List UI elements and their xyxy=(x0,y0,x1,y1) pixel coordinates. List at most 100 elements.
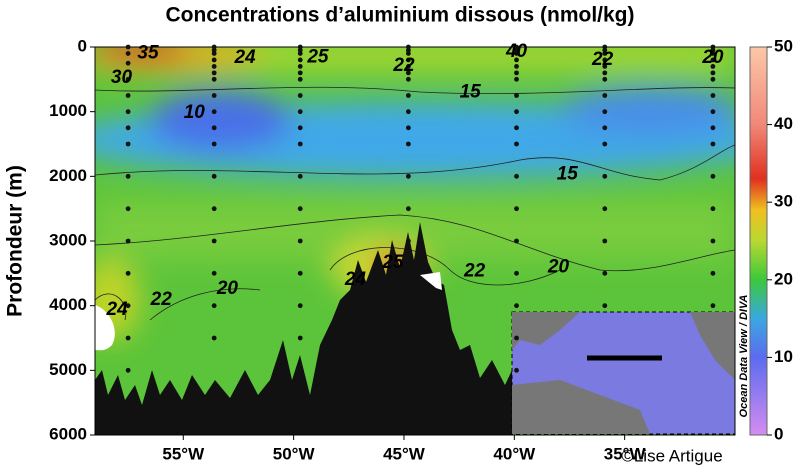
station-sample xyxy=(514,367,519,373)
station-sample xyxy=(602,51,608,56)
contour-label: 35 xyxy=(137,42,159,63)
station-sample xyxy=(514,335,519,341)
station-sample xyxy=(297,173,303,179)
station-sample xyxy=(710,270,716,276)
station-sample xyxy=(211,93,217,98)
station-sample xyxy=(602,238,608,244)
station-sample xyxy=(297,64,303,69)
station-sample xyxy=(211,270,217,276)
station-sample xyxy=(211,335,217,341)
contour-label: 22 xyxy=(150,289,173,310)
station-sample xyxy=(602,57,608,63)
station-sample xyxy=(125,238,131,244)
x-tick-label: 50°W xyxy=(273,444,316,463)
station-sample xyxy=(211,125,217,131)
station-sample xyxy=(405,51,411,56)
contour-label: 20 xyxy=(216,278,239,299)
station-sample xyxy=(125,44,131,50)
station-sample xyxy=(602,206,608,212)
y-tick-label: 6000 xyxy=(49,424,87,443)
station-sample xyxy=(125,93,131,98)
station-sample xyxy=(710,76,716,82)
station-sample xyxy=(514,125,519,131)
colorbar-tick-label: 30 xyxy=(774,192,793,211)
contour-label: 40 xyxy=(505,41,528,62)
station-sample xyxy=(602,76,608,82)
station-sample xyxy=(125,173,131,179)
station-sample xyxy=(297,76,303,82)
station-sample xyxy=(125,367,131,373)
field xyxy=(95,47,735,435)
contour-label: 22 xyxy=(591,49,614,70)
station-sample xyxy=(602,141,608,147)
station-sample xyxy=(514,173,519,179)
y-tick-label: 1000 xyxy=(49,101,87,120)
chart-title: Concentrations d’aluminium dissous (nmol… xyxy=(165,4,634,27)
y-tick-label: 0 xyxy=(78,36,87,55)
station-sample xyxy=(211,109,217,115)
station-sample xyxy=(297,206,303,212)
station-sample xyxy=(211,51,217,56)
station-sample xyxy=(405,238,411,244)
station-sample xyxy=(602,270,608,276)
station-sample xyxy=(125,141,131,147)
contours xyxy=(95,86,735,321)
contour-label: 30 xyxy=(111,67,133,88)
station-sample xyxy=(710,173,716,179)
station-sample xyxy=(211,238,217,244)
station-sample xyxy=(125,51,131,56)
station-sample xyxy=(514,303,519,309)
station-sample xyxy=(602,64,608,69)
station-sample xyxy=(514,57,519,63)
x-tick-label: 35°W xyxy=(604,444,647,463)
station-sample xyxy=(710,109,716,115)
station-sample xyxy=(297,335,303,341)
contour-label: 20 xyxy=(701,47,724,68)
station-sample xyxy=(211,141,217,147)
station-sample xyxy=(602,109,608,115)
y-axis-label: Profondeur (m) xyxy=(4,165,27,317)
station-sample xyxy=(514,270,519,276)
x-tick-label: 45°W xyxy=(383,444,426,463)
contour-label: 22 xyxy=(392,55,415,76)
station-sample xyxy=(125,270,131,276)
station-sample xyxy=(211,70,217,76)
station-sample xyxy=(297,70,303,76)
station-sample xyxy=(405,141,411,147)
colorbar-tick-label: 20 xyxy=(774,269,793,288)
station-sample xyxy=(297,51,303,56)
station-sample xyxy=(602,173,608,179)
y-tick-label: 3000 xyxy=(49,230,87,249)
station-sample xyxy=(710,238,716,244)
station-sample xyxy=(125,109,131,115)
station-sample xyxy=(211,76,217,82)
station-sample xyxy=(125,60,131,66)
station-sample xyxy=(297,141,303,147)
station-sample xyxy=(405,173,411,179)
colorbar-tick-label: 40 xyxy=(774,114,793,133)
station-sample xyxy=(514,141,519,147)
contour-label: 24 xyxy=(344,269,367,290)
contour-label: 10 xyxy=(184,102,206,123)
station-sample xyxy=(125,76,131,82)
station-sample xyxy=(710,125,716,131)
station-sample xyxy=(405,109,411,115)
station-sample xyxy=(297,303,303,309)
station-sample xyxy=(602,125,608,131)
station-sample xyxy=(405,125,411,131)
station-sample xyxy=(297,238,303,244)
station-sample xyxy=(514,51,519,56)
station-sample xyxy=(211,64,217,69)
station-sample xyxy=(405,64,411,69)
colorbar-tick-label: 10 xyxy=(774,347,793,366)
station-sample xyxy=(514,109,519,115)
station-sample xyxy=(514,64,519,69)
station-sample xyxy=(297,93,303,98)
station-sample xyxy=(211,57,217,63)
station-sample xyxy=(710,64,716,69)
station-sample xyxy=(405,57,411,63)
station-sample xyxy=(514,76,519,82)
y-tick-label: 4000 xyxy=(49,295,87,314)
contour-label: 24 xyxy=(233,47,256,68)
